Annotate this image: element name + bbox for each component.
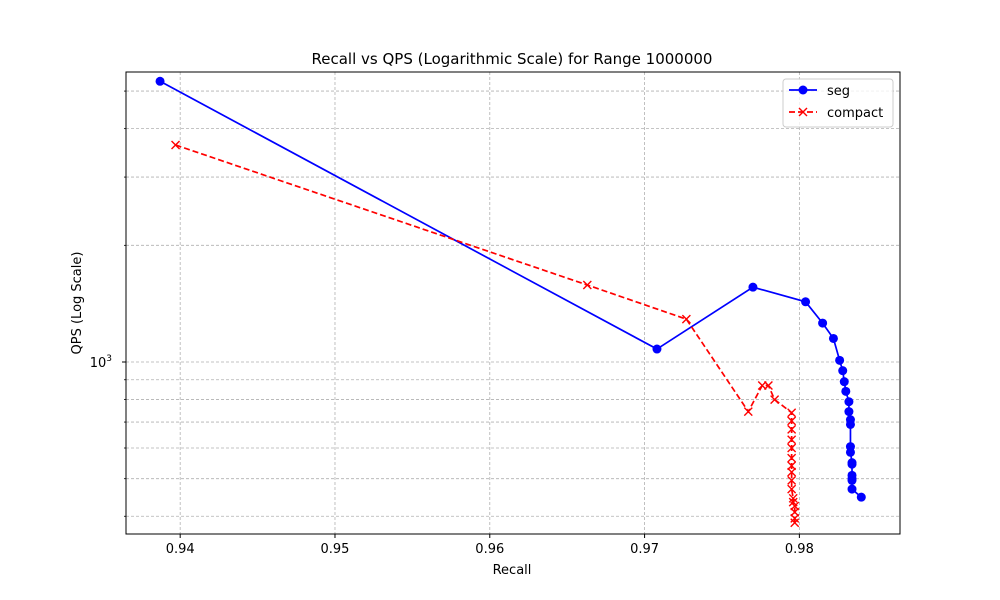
data-point-seg	[801, 297, 811, 307]
data-point-compact	[787, 461, 797, 471]
data-point-compact	[787, 475, 797, 485]
legend-seg-marker	[798, 85, 808, 95]
data-point-seg	[652, 344, 662, 354]
x-axis-title: Recall	[493, 563, 532, 578]
data-point-seg	[844, 407, 854, 417]
data-point-seg	[856, 492, 866, 502]
data-point-seg	[847, 475, 857, 485]
data-point-seg	[847, 459, 857, 469]
data-point-compact	[770, 395, 780, 405]
x-tick-label: 0.94	[166, 542, 195, 557]
data-point-compact	[790, 513, 800, 523]
legend-seg-label: seg	[827, 84, 850, 99]
data-point-compact	[787, 443, 797, 453]
legend: seg compact	[782, 78, 894, 128]
data-point-seg	[155, 76, 165, 86]
series-layer	[155, 76, 866, 528]
data-point-compact	[787, 416, 797, 426]
data-point-compact	[790, 518, 800, 528]
data-point-seg	[845, 419, 855, 429]
data-point-seg	[839, 377, 849, 387]
axes: 0.94 0.95 0.96 0.97 0.98 103	[90, 90, 814, 557]
data-point-compact	[787, 408, 797, 418]
legend-box	[782, 78, 894, 128]
legend-compact-marker	[798, 107, 808, 117]
x-tick-label: 0.95	[321, 542, 350, 557]
chart-title: Recall vs QPS (Logarithmic Scale) for Ra…	[312, 50, 713, 68]
data-point-compact	[787, 467, 797, 477]
grid	[126, 72, 900, 534]
data-point-seg	[841, 386, 851, 396]
data-point-compact	[763, 380, 773, 390]
data-point-compact	[582, 280, 592, 290]
data-point-compact	[171, 140, 181, 150]
data-point-seg	[828, 333, 838, 343]
y-axis-title: QPS (Log Scale)	[70, 252, 85, 355]
x-tick-label: 0.98	[785, 542, 814, 557]
data-point-compact	[743, 407, 753, 417]
data-point-compact	[787, 484, 797, 494]
y-tick-label: 103	[90, 354, 112, 371]
x-tick-label: 0.96	[475, 542, 504, 557]
data-point-compact	[787, 435, 797, 445]
x-tick-label: 0.97	[630, 542, 659, 557]
data-point-compact	[787, 453, 797, 463]
data-point-seg	[835, 355, 845, 365]
data-point-compact	[788, 493, 798, 503]
data-point-seg	[847, 484, 857, 494]
data-point-seg	[838, 366, 848, 376]
data-point-seg	[748, 282, 758, 292]
legend-compact-label: compact	[827, 106, 883, 121]
data-point-seg	[844, 397, 854, 407]
plot-frame	[125, 71, 901, 535]
data-point-compact	[787, 424, 797, 434]
data-point-seg	[845, 447, 855, 457]
data-point-seg	[818, 318, 828, 328]
data-point-compact	[681, 314, 691, 324]
